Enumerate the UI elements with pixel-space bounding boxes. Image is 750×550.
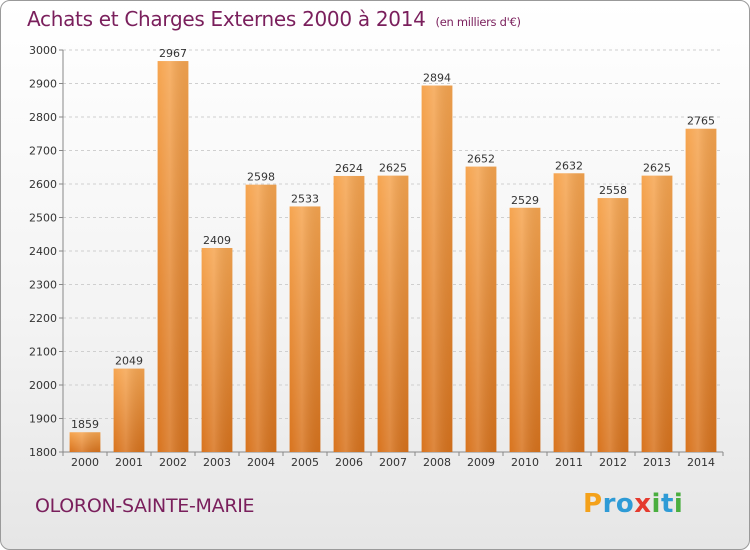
bar-shine-2011 bbox=[553, 173, 585, 452]
x-tick-label-2010: 2010 bbox=[511, 456, 539, 469]
bar-shine-2009 bbox=[465, 166, 497, 452]
y-tick-label: 2500 bbox=[29, 212, 57, 225]
logo-letter: P bbox=[583, 489, 603, 519]
bar-shine-2003 bbox=[201, 247, 233, 452]
bar-shine-2004 bbox=[245, 184, 277, 453]
value-label-2012: 2558 bbox=[599, 184, 627, 197]
x-tick-label-2009: 2009 bbox=[467, 456, 495, 469]
y-tick-label: 2700 bbox=[29, 145, 57, 158]
value-label-2014: 2765 bbox=[687, 115, 715, 128]
value-label-2004: 2598 bbox=[247, 171, 275, 184]
chart-title-text: Achats et Charges Externes 2000 à 2014 bbox=[27, 7, 426, 31]
chart-subtitle: (en milliers d'€) bbox=[435, 15, 521, 29]
value-labels: 1859 2049 2967 2409 2598 2533 2624 2625 2894 2652… bbox=[71, 47, 715, 431]
bars bbox=[69, 61, 717, 453]
bar-shine-2001 bbox=[113, 368, 145, 452]
value-label-2003: 2409 bbox=[203, 234, 231, 247]
logo-letter: x bbox=[634, 489, 652, 519]
x-tick-label-2006: 2006 bbox=[335, 456, 363, 469]
bar-shine-2007 bbox=[377, 175, 409, 452]
city-name: OLORON-SAINTE-MARIE bbox=[35, 495, 255, 517]
value-label-2013: 2625 bbox=[643, 162, 671, 175]
value-label-2000: 1859 bbox=[71, 418, 99, 431]
x-tick-label-2002: 2002 bbox=[159, 456, 187, 469]
y-tick-label: 2600 bbox=[29, 178, 57, 191]
x-tick-label-2000: 2000 bbox=[71, 456, 99, 469]
y-tick-label: 2100 bbox=[29, 346, 57, 359]
y-tick-label: 2200 bbox=[29, 312, 57, 325]
x-tick-label-2008: 2008 bbox=[423, 456, 451, 469]
y-tick-label: 2000 bbox=[29, 379, 57, 392]
x-tick-label-2014: 2014 bbox=[687, 456, 715, 469]
bar-shine-2002 bbox=[157, 61, 189, 453]
logo-letter: r bbox=[602, 489, 616, 519]
value-label-2001: 2049 bbox=[115, 355, 143, 368]
value-label-2008: 2894 bbox=[423, 72, 451, 85]
chart-title: Achats et Charges Externes 2000 à 2014 (e… bbox=[27, 7, 521, 31]
bar-shine-2006 bbox=[333, 175, 365, 452]
x-tick-label-2003: 2003 bbox=[203, 456, 231, 469]
x-tick-label-2012: 2012 bbox=[599, 456, 627, 469]
axes: 1800 1900 2000 2100 2200 2300 2400 2500 2600 2700… bbox=[29, 44, 724, 469]
value-label-2009: 2652 bbox=[467, 153, 495, 166]
logo-letter: o bbox=[615, 489, 635, 519]
bar-shine-2008 bbox=[421, 85, 453, 452]
x-tick-label-2001: 2001 bbox=[115, 456, 143, 469]
y-tick-label: 2800 bbox=[29, 111, 57, 124]
bar-shine-2005 bbox=[289, 206, 321, 452]
y-tick-label: 2400 bbox=[29, 245, 57, 258]
y-tick-label: 3000 bbox=[29, 44, 57, 57]
logo-letter: i bbox=[651, 489, 661, 519]
bar-shine-2000 bbox=[69, 432, 101, 452]
y-tick-label: 2300 bbox=[29, 279, 57, 292]
bar-shine-2013 bbox=[641, 175, 673, 452]
logo-letter: i bbox=[673, 489, 684, 519]
value-label-2010: 2529 bbox=[511, 194, 539, 207]
x-tick-label-2011: 2011 bbox=[555, 456, 583, 469]
proxiti-logo[interactable]: Proxiti bbox=[583, 489, 683, 519]
value-label-2005: 2533 bbox=[291, 192, 319, 205]
value-label-2002: 2967 bbox=[159, 47, 187, 60]
value-label-2006: 2624 bbox=[335, 162, 363, 175]
value-label-2011: 2632 bbox=[555, 159, 583, 172]
bar-shine-2014 bbox=[685, 128, 717, 452]
x-tick-label-2004: 2004 bbox=[247, 456, 275, 469]
y-tick-label: 1800 bbox=[29, 446, 57, 459]
logo-letter: t bbox=[660, 489, 674, 519]
x-tick-label-2013: 2013 bbox=[643, 456, 671, 469]
bar-shine-2012 bbox=[597, 198, 629, 452]
x-tick-label-2005: 2005 bbox=[291, 456, 319, 469]
bar-shine-2010 bbox=[509, 207, 541, 452]
y-tick-label: 2900 bbox=[29, 78, 57, 91]
y-tick-label: 1900 bbox=[29, 413, 57, 426]
x-tick-label-2007: 2007 bbox=[379, 456, 407, 469]
value-label-2007: 2625 bbox=[379, 162, 407, 175]
